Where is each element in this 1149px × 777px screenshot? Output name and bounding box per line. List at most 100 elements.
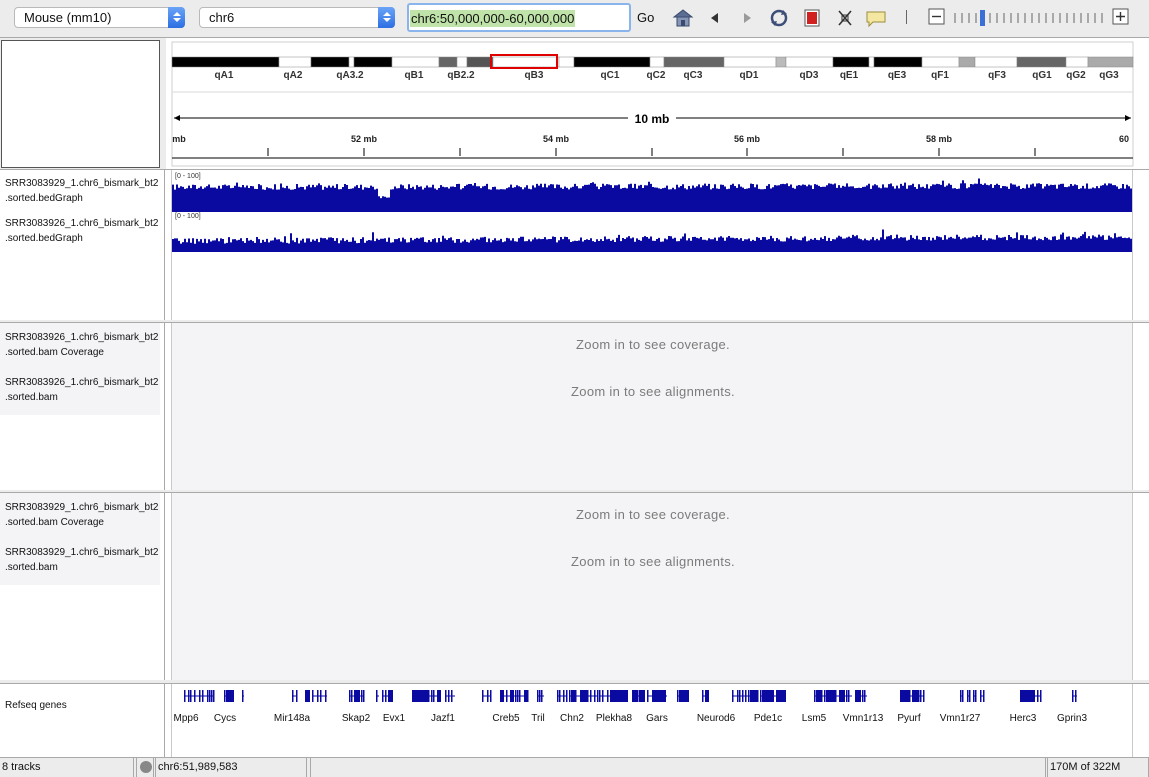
toolbar: Mouse (mm10) chr6 chr6:50,000,000-60,000… bbox=[0, 0, 1149, 36]
track-name-bam2-coverage[interactable]: SRR3083929_1.chr6_bismark_bt2 .sorted.bam… bbox=[5, 502, 159, 528]
gene-label: Evx1 bbox=[383, 713, 406, 724]
gene-label: Cycs bbox=[214, 713, 236, 724]
track-name-bam2-alignments[interactable]: SRR3083929_1.chr6_bismark_bt2 .sorted.bam bbox=[5, 547, 159, 573]
band-label: qC1 bbox=[601, 70, 620, 81]
bam1-data-panel[interactable]: Zoom in to see coverage. Zoom in to see … bbox=[171, 323, 1133, 490]
ruler-tick-label: 56 mb bbox=[734, 134, 761, 144]
band-label: qF3 bbox=[988, 70, 1006, 81]
ruler-tick-label: 58 mb bbox=[926, 134, 953, 144]
band-label: qA3.2 bbox=[336, 70, 364, 81]
track-range-label: [0 - 100] bbox=[175, 213, 201, 220]
gene-label: Plekha8 bbox=[596, 713, 633, 724]
status-bar: 8 tracks chr6:51,989,583 170M of 322M bbox=[0, 757, 1149, 777]
gene-label: Creb5 bbox=[492, 713, 520, 724]
band-label: qG1 bbox=[1032, 70, 1052, 81]
bedgraph-track-2 bbox=[172, 229, 1132, 252]
band-label: qD3 bbox=[800, 70, 819, 81]
gene-label: Pde1c bbox=[754, 713, 782, 724]
refseq-name-panel: Refseq genes bbox=[0, 684, 165, 757]
chromosome-label: chr6 bbox=[209, 10, 235, 25]
track-name-bedgraph2[interactable]: SRR3083926_1.chr6_bismark_bt2 .sorted.bed… bbox=[5, 218, 159, 244]
band-label: qG3 bbox=[1099, 70, 1119, 81]
memory-usage: 170M of 322M bbox=[1047, 758, 1149, 777]
track-name-bedgraph1[interactable]: SRR3083929_1.chr6_bismark_bt2 .sorted.bed… bbox=[5, 178, 159, 204]
gene-label: Vmn1r13 bbox=[843, 713, 884, 724]
region-of-interest-icon[interactable] bbox=[803, 8, 821, 28]
zoom-alignments-message: Zoom in to see alignments. bbox=[571, 554, 735, 569]
bam-panel-2: SRR3083929_1.chr6_bismark_bt2 .sorted.bam… bbox=[0, 492, 1149, 680]
status-message bbox=[310, 758, 1046, 777]
bedgraph-name-panel: SRR3083929_1.chr6_bismark_bt2 .sorted.bed… bbox=[0, 170, 165, 320]
locus-text: chr6:50,000,000-60,000,000 bbox=[410, 10, 576, 27]
gene-label: Skap2 bbox=[342, 713, 371, 724]
ruler-tick-label: mb bbox=[172, 134, 186, 144]
band-label: qC3 bbox=[684, 70, 703, 81]
ideogram bbox=[171, 56, 1134, 68]
bam1-name-panel: SRR3083926_1.chr6_bismark_bt2 .sorted.bam… bbox=[0, 323, 165, 490]
bedgraph-data-panel[interactable]: [0 - 100] [0 - 100] bbox=[171, 170, 1133, 320]
go-button[interactable]: Go bbox=[637, 10, 655, 25]
header-data-area: qA1 qA2 qA3.2 qB1 qB2.2 qB3 qC1 qC2 qC3 … bbox=[166, 38, 1149, 169]
home-icon[interactable] bbox=[672, 8, 694, 28]
status-light-icon bbox=[140, 761, 152, 773]
track-count: 8 tracks bbox=[0, 758, 134, 777]
band-label: qB1 bbox=[405, 70, 424, 81]
gene-label: Herc3 bbox=[1010, 713, 1037, 724]
band-label: qD1 bbox=[740, 70, 759, 81]
refresh-icon[interactable] bbox=[767, 8, 791, 28]
band-label: qF1 bbox=[931, 70, 949, 81]
refseq-data-panel[interactable]: Mpp6 Cycs Mir148a Skap2 Evx1 Jazf1 Creb5… bbox=[171, 684, 1133, 757]
ruler-tick-label: 54 mb bbox=[543, 134, 570, 144]
track-name-refseq[interactable]: Refseq genes bbox=[5, 700, 67, 711]
gene-label: Lsm5 bbox=[802, 713, 827, 724]
gene-label: Vmn1r27 bbox=[940, 713, 981, 724]
gene-label: Tril bbox=[531, 713, 545, 724]
track-name-bam1-coverage[interactable]: SRR3083926_1.chr6_bismark_bt2 .sorted.bam… bbox=[5, 332, 159, 358]
gene-label: Gprin3 bbox=[1057, 713, 1087, 724]
zoom-alignments-message: Zoom in to see alignments. bbox=[571, 384, 735, 399]
genome-label: Mouse (mm10) bbox=[24, 10, 112, 25]
resize-to-window-icon[interactable] bbox=[836, 8, 854, 28]
zoom-in-icon[interactable] bbox=[1112, 8, 1130, 26]
gene-label: Mir148a bbox=[274, 713, 311, 724]
chromosome-dropdown[interactable]: chr6 bbox=[199, 7, 395, 28]
span-label: 10 mb bbox=[635, 112, 670, 126]
popup-info-icon[interactable] bbox=[865, 8, 887, 28]
track-name-bam1-alignments[interactable]: SRR3083926_1.chr6_bismark_bt2 .sorted.bam bbox=[5, 377, 159, 403]
back-arrow-icon[interactable] bbox=[708, 8, 722, 28]
toolbar-divider bbox=[906, 10, 907, 24]
genome-dropdown[interactable]: Mouse (mm10) bbox=[14, 7, 185, 28]
zoom-out-icon[interactable] bbox=[928, 8, 946, 26]
bam2-data-panel[interactable]: Zoom in to see coverage. Zoom in to see … bbox=[171, 493, 1133, 680]
ruler-tick-label: 52 mb bbox=[351, 134, 378, 144]
band-label: qG2 bbox=[1066, 70, 1086, 81]
zoom-slider-thumb bbox=[980, 10, 985, 26]
zoom-slider[interactable] bbox=[952, 9, 1110, 27]
gene-label: Mpp6 bbox=[173, 713, 198, 724]
band-label: qC2 bbox=[647, 70, 666, 81]
band-label: qB2.2 bbox=[447, 70, 475, 81]
cursor-position: chr6:51,989,583 bbox=[155, 758, 307, 777]
gene-label: Gars bbox=[646, 713, 668, 724]
band-label: qA2 bbox=[284, 70, 303, 81]
band-label: qA1 bbox=[215, 70, 234, 81]
header-panel: qA1 qA2 qA3.2 qB1 qB2.2 qB3 qC1 qC2 qC3 … bbox=[0, 37, 1149, 169]
track-range-label: [0 - 100] bbox=[175, 173, 201, 180]
band-label: qE1 bbox=[840, 70, 859, 81]
gene-label: Neurod6 bbox=[697, 713, 736, 724]
ideogram-ruler[interactable]: qA1 qA2 qA3.2 qB1 qB2.2 qB3 qC1 qC2 qC3 … bbox=[166, 38, 1149, 169]
locus-input[interactable]: chr6:50,000,000-60,000,000 bbox=[407, 3, 631, 32]
bedgraph-panel: SRR3083929_1.chr6_bismark_bt2 .sorted.bed… bbox=[0, 169, 1149, 320]
band-label: qB3 bbox=[525, 70, 544, 81]
refseq-gene-labels: Mpp6 Cycs Mir148a Skap2 Evx1 Jazf1 Creb5… bbox=[173, 713, 1087, 724]
zoom-coverage-message: Zoom in to see coverage. bbox=[576, 507, 730, 522]
chevron-updown-icon bbox=[168, 7, 185, 28]
forward-arrow-icon[interactable] bbox=[740, 8, 754, 28]
header-name-area bbox=[1, 40, 160, 168]
gene-label: Pyurf bbox=[897, 713, 921, 724]
bedgraph-track-1 bbox=[172, 178, 1132, 212]
gene-label: Chn2 bbox=[560, 713, 584, 724]
bam2-name-panel: SRR3083929_1.chr6_bismark_bt2 .sorted.bam… bbox=[0, 493, 165, 680]
refseq-panel: Refseq genes Mpp6 Cycs Mir148a Skap2 Evx… bbox=[0, 683, 1149, 757]
zoom-coverage-message: Zoom in to see coverage. bbox=[576, 337, 730, 352]
